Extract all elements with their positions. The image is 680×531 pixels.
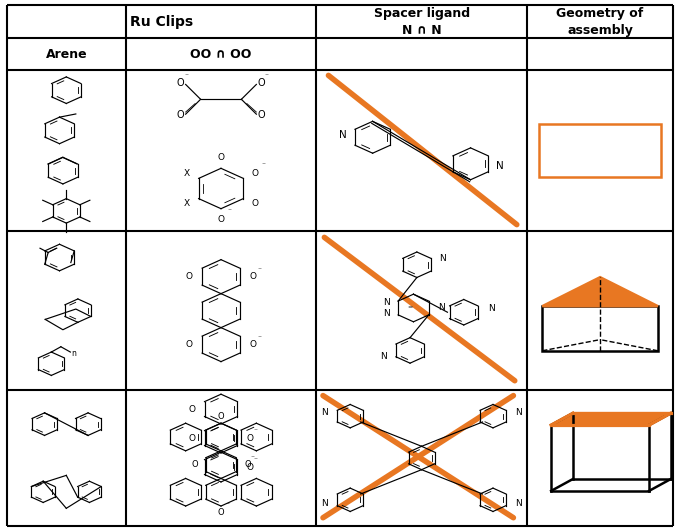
Text: O: O [250, 340, 256, 349]
Text: ⁻: ⁻ [184, 72, 188, 81]
Text: O: O [189, 434, 196, 442]
Text: N: N [383, 298, 390, 307]
Bar [539, 124, 662, 177]
Text: N: N [488, 304, 495, 313]
Text: N: N [383, 309, 390, 318]
Text: O: O [189, 405, 196, 414]
Text: Ru Clips: Ru Clips [130, 15, 193, 29]
Text: O: O [218, 509, 224, 517]
Text: ⁻: ⁻ [258, 265, 262, 274]
Text: O: O [244, 460, 251, 469]
Text: O: O [252, 200, 258, 208]
Text: O: O [218, 153, 224, 162]
Text: N: N [322, 408, 328, 417]
Text: n: n [72, 349, 77, 358]
Text: O: O [250, 272, 256, 281]
Text: ⁻: ⁻ [265, 72, 269, 81]
Text: N: N [496, 161, 504, 171]
Text: O: O [258, 79, 266, 88]
Text: O: O [186, 340, 192, 349]
Text: O: O [252, 169, 258, 177]
Text: O: O [186, 272, 192, 281]
Text: N: N [439, 304, 445, 312]
Text: N: N [515, 499, 522, 508]
Text: ⁻: ⁻ [262, 160, 266, 169]
Text: ⁻: ⁻ [251, 453, 255, 463]
Text: Spacer ligand
N ∩ N: Spacer ligand N ∩ N [373, 7, 470, 37]
Text: ⁻: ⁻ [254, 456, 258, 465]
Text: O: O [218, 412, 224, 421]
Text: ⁻: ⁻ [254, 426, 258, 435]
Text: O: O [218, 215, 224, 224]
Text: OO ∩ OO: OO ∩ OO [190, 48, 252, 61]
Text: N: N [322, 499, 328, 508]
Text: ⁻: ⁻ [225, 500, 229, 509]
Bar [543, 306, 658, 351]
Text: Arene: Arene [46, 48, 87, 61]
Text: X: X [184, 169, 190, 177]
Polygon shape [551, 413, 670, 425]
Text: O: O [258, 110, 266, 120]
Text: O: O [191, 460, 198, 469]
Text: ⁻: ⁻ [228, 207, 232, 216]
Text: ⁻: ⁻ [258, 333, 262, 342]
Text: N: N [439, 254, 446, 263]
Text: Geometry of
assembly: Geometry of assembly [556, 7, 644, 37]
Text: O: O [246, 463, 253, 472]
Text: N: N [339, 130, 347, 140]
Text: O: O [246, 434, 253, 442]
Text: =: = [407, 305, 413, 311]
Text: X: X [184, 200, 190, 208]
Text: N: N [381, 352, 388, 361]
Text: O: O [176, 79, 184, 88]
Text: O: O [176, 110, 184, 120]
Text: N: N [515, 408, 522, 417]
Polygon shape [543, 277, 658, 306]
